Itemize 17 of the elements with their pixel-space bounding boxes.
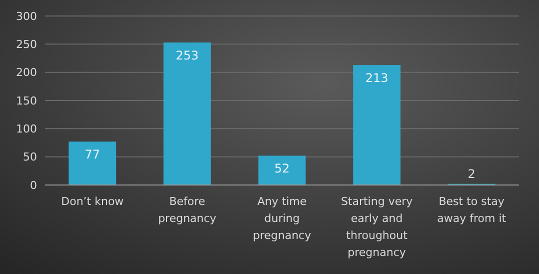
x-tick-label: Before pregnancy [158,195,217,225]
data-label: 253 [176,48,199,62]
y-tick-label: 200 [16,66,37,80]
data-label: 52 [274,162,290,176]
data-label: 213 [365,71,388,86]
y-tick-label: 250 [16,38,37,52]
data-label: 77 [84,148,100,162]
data-label: 2 [468,166,476,181]
x-tick-label: Starting very early and throughout pregnancy [340,195,414,259]
y-tick-label: 300 [16,10,37,23]
x-tick-label: Don’t know [61,195,124,208]
y-tick-label: 0 [30,178,37,192]
y-tick-label: 100 [16,122,37,136]
y-tick-label: 50 [23,150,37,164]
y-tick-label: 150 [16,94,37,108]
x-tick-label: Any time during pregnancy [252,195,312,242]
x-tick-label: Best to stay away from it [437,195,507,225]
